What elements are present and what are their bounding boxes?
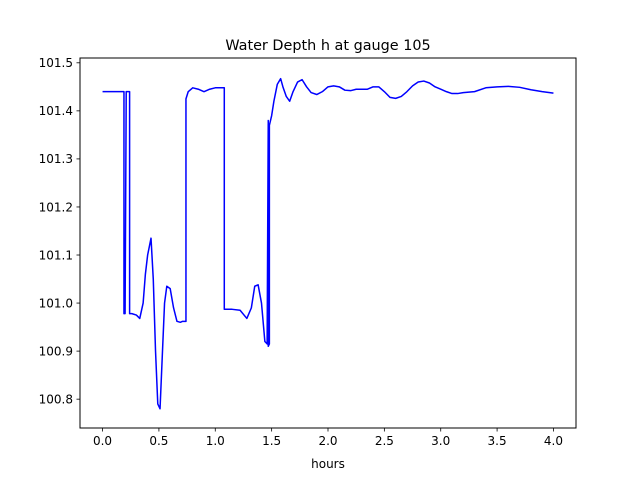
x-tick-label: 1.5 (262, 434, 281, 448)
x-tick-label: 4.0 (544, 434, 563, 448)
x-tick-label: 0.0 (93, 434, 112, 448)
y-tick-label: 101.3 (39, 152, 73, 166)
y-tick-label: 100.9 (39, 344, 73, 358)
y-tick-label: 101.1 (39, 248, 73, 262)
y-tick-label: 101.0 (39, 296, 73, 310)
series-line-0 (102, 77, 554, 410)
chart-title: Water Depth h at gauge 105 (225, 38, 430, 54)
y-axis-ticks: 100.8 100.9 101.0 101.1 101.2 101.3 101.4 101.5 (39, 56, 80, 406)
x-axis-ticks: 0.0 0.5 1.0 1.5 2.0 2.5 3.0 3.5 4.0 (93, 428, 563, 448)
x-tick-label: 2.5 (375, 434, 394, 448)
y-tick-label: 101.5 (39, 56, 73, 70)
y-tick-label: 101.4 (39, 104, 73, 118)
x-axis-label: hours (311, 457, 345, 471)
series-layer (102, 77, 554, 410)
x-tick-label: 3.5 (488, 434, 507, 448)
x-tick-label: 3.0 (431, 434, 450, 448)
x-tick-label: 1.0 (206, 434, 225, 448)
y-tick-label: 101.2 (39, 200, 73, 214)
x-tick-label: 2.0 (318, 434, 337, 448)
x-tick-label: 0.5 (149, 434, 168, 448)
y-tick-label: 100.8 (39, 392, 73, 406)
